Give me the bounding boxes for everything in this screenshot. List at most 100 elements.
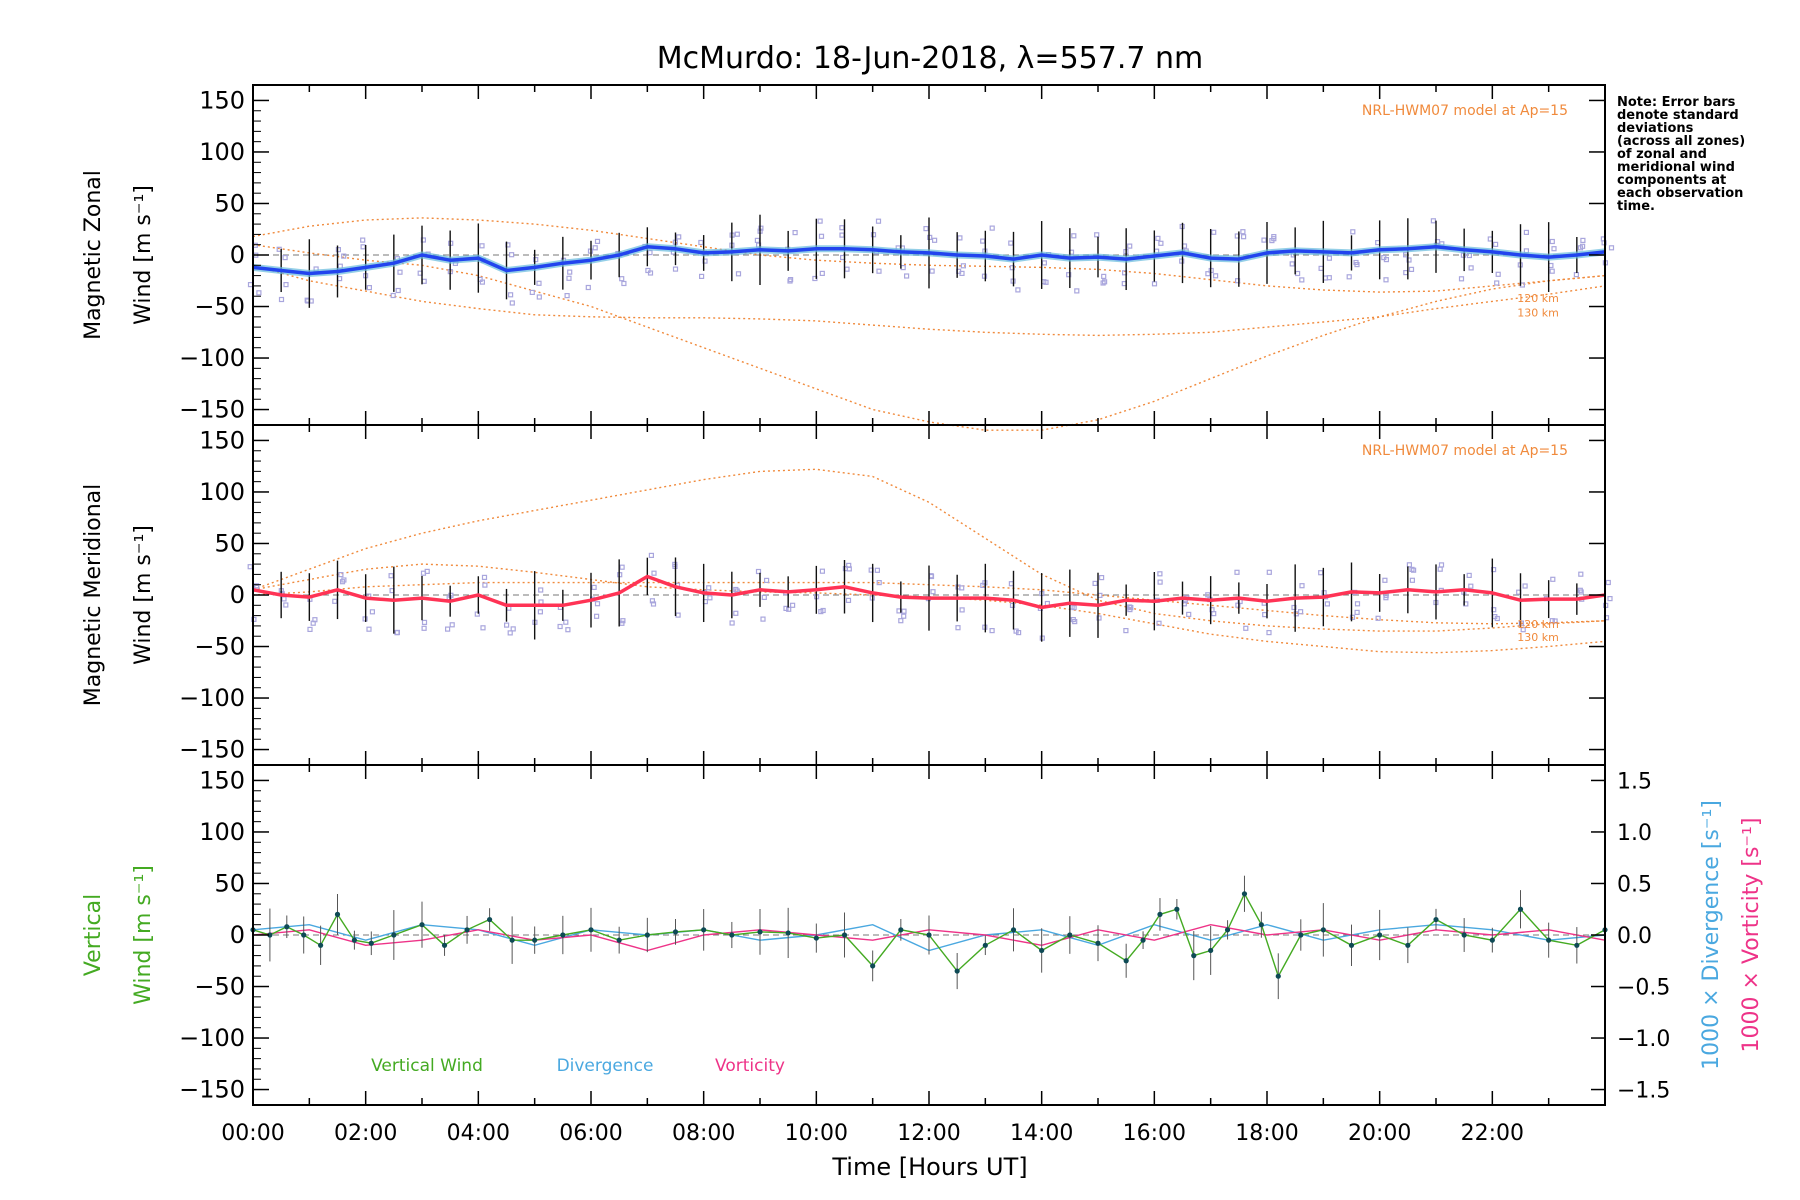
zone-point	[1354, 609, 1360, 616]
zone-point	[1240, 229, 1246, 235]
zone-point	[1234, 569, 1240, 575]
zone-point	[1349, 614, 1356, 620]
zone-point	[1015, 287, 1021, 293]
vertical-wind-point	[1174, 906, 1180, 912]
zone-point	[1291, 604, 1297, 611]
zone-point	[335, 247, 341, 253]
zone-point	[1578, 571, 1584, 577]
zone-point	[760, 616, 766, 622]
zone-point	[282, 255, 288, 261]
zone-point	[1094, 232, 1100, 238]
zone-point	[1243, 625, 1249, 631]
vertical-wind-point	[672, 929, 679, 935]
zone-point	[876, 268, 882, 274]
zone-point	[360, 237, 366, 243]
zone-point	[735, 271, 742, 277]
zone-point	[1548, 262, 1554, 269]
zone-point	[1098, 574, 1105, 581]
y-tick-label: −100	[179, 1024, 245, 1052]
zone-point	[332, 598, 338, 604]
zone-point	[509, 300, 515, 306]
zone-point	[1579, 243, 1586, 249]
zone-point	[1072, 618, 1078, 625]
legend-divergence: Divergence	[557, 1056, 654, 1076]
legend-vertical-wind: Vertical Wind	[371, 1056, 483, 1076]
zone-point	[567, 269, 573, 275]
zone-point	[1294, 270, 1301, 277]
zone-point	[733, 610, 739, 616]
legend-vorticity: Vorticity	[715, 1056, 785, 1076]
right-tick-label: −1.5	[1617, 1079, 1670, 1104]
zone-point	[1293, 611, 1299, 617]
zone-point	[930, 589, 936, 595]
vertical-wind-point	[284, 924, 290, 930]
zone-point	[1409, 577, 1416, 583]
zone-point	[507, 630, 513, 636]
vertical-wind-point	[870, 963, 876, 969]
vertical-wind-point	[441, 942, 448, 948]
zone-point	[394, 629, 400, 636]
right-axis-label-vorticity: 1000 × Vorticity [s⁻¹]	[1739, 818, 1764, 1053]
vertical-wind-point	[1517, 906, 1524, 912]
y-tick-label: 150	[199, 86, 245, 114]
zone-point	[341, 577, 347, 583]
vertical-wind-point	[701, 927, 707, 933]
zone-point	[1186, 611, 1192, 618]
zone-point	[1127, 243, 1133, 249]
right-tick-label: 1.5	[1617, 769, 1652, 794]
zone-point	[1212, 273, 1219, 279]
zone-point	[537, 609, 544, 615]
zone-point	[819, 568, 826, 574]
vertical-wind-point	[1433, 916, 1439, 923]
vertical-wind-point	[1377, 932, 1383, 938]
vertical-wind-point	[1123, 958, 1129, 964]
zone-point	[421, 619, 428, 626]
y-tick-label: 150	[199, 766, 245, 794]
zone-point	[619, 276, 625, 282]
zone-point	[1495, 271, 1501, 277]
zone-point	[1350, 229, 1356, 235]
zone-point	[564, 293, 570, 299]
zone-point	[247, 564, 253, 570]
vertical-wind-point	[1298, 932, 1304, 938]
zone-point	[839, 225, 845, 231]
zone-point	[1458, 276, 1465, 282]
vertical-wind-point	[926, 932, 932, 938]
vertical-wind-point	[301, 932, 307, 938]
zone-point	[1549, 618, 1555, 624]
y-tick-label: 0	[230, 921, 245, 949]
vertical-wind-point	[1461, 932, 1467, 938]
zonal-wind-line	[252, 245, 1606, 276]
model-curve-3	[252, 217, 1606, 293]
x-tick-label: 04:00	[447, 1121, 510, 1146]
zone-point	[733, 586, 739, 593]
y-tick-label: 0	[230, 241, 245, 269]
x-tick-label: 02:00	[334, 1121, 397, 1146]
zone-point	[1240, 234, 1247, 240]
y-tick-label: 50	[214, 189, 245, 217]
y-tick-label: 50	[214, 869, 245, 897]
vertical-wind-point	[1546, 937, 1552, 943]
vertical-wind-point	[1140, 937, 1146, 943]
zone-point	[1437, 566, 1443, 572]
y-tick-label: −150	[179, 1076, 245, 1104]
zone-point	[1326, 255, 1333, 261]
zone-point	[1322, 275, 1329, 281]
zone-point	[754, 237, 761, 243]
zone-point	[787, 277, 794, 283]
zone-point	[698, 273, 705, 279]
zone-point	[650, 601, 657, 607]
right-tick-label: 1.0	[1617, 821, 1652, 846]
zone-point	[1523, 229, 1530, 235]
zone-point	[1096, 615, 1102, 621]
right-tick-label: −1.0	[1617, 1027, 1670, 1052]
zone-point	[1438, 562, 1445, 568]
panel-vertical: Vertical Wind Divergence Vorticity 1.5 1.0 0.…	[81, 764, 1764, 1106]
zone-point	[390, 292, 396, 299]
vertical-wind-point	[813, 935, 819, 941]
zone-point	[538, 587, 544, 593]
zone-point	[388, 573, 394, 579]
zone-point	[844, 266, 850, 272]
zone-point	[366, 285, 372, 291]
